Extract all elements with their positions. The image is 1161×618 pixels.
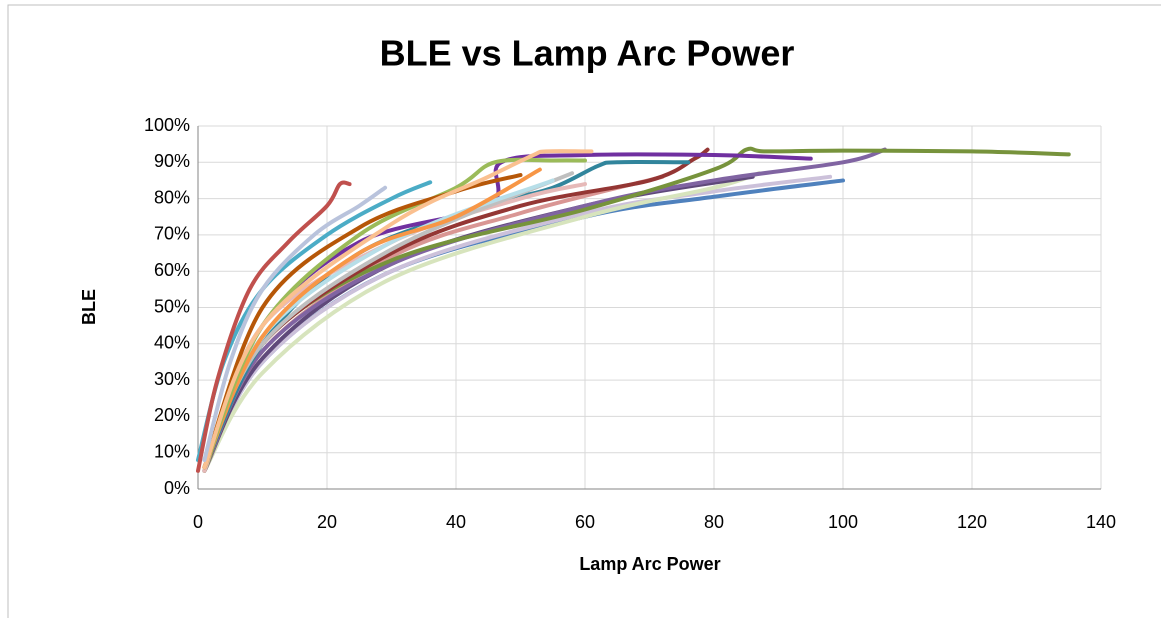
series-line [202,149,594,470]
series-line [202,174,833,473]
series-line [196,180,352,473]
y-tick-label: 10% [154,441,190,461]
y-tick-label: 40% [154,333,190,353]
y-tick-label: 90% [154,151,190,171]
series-line [202,171,762,473]
y-tick-label: 30% [154,369,190,389]
y-tick-label: 100% [144,115,190,135]
x-tick-label: 0 [193,512,203,532]
x-tick-label: 60 [575,512,595,532]
y-tick-label: 80% [154,187,190,207]
series-line [202,185,388,462]
y-tick-label: 70% [154,224,190,244]
series-line [202,174,755,473]
series-line [202,167,542,470]
x-tick-label: 140 [1086,512,1116,532]
y-tick-label: 0% [164,478,190,498]
y-tick-label: 20% [154,405,190,425]
y-axis-label: BLE [79,289,99,325]
x-tick-label: 100 [828,512,858,532]
y-tick-label: 60% [154,260,190,280]
x-axis-label: Lamp Arc Power [579,554,720,574]
x-tick-label: 20 [317,512,337,532]
chart-frame [7,4,1161,618]
chart-title: BLE vs Lamp Arc Power [380,33,795,74]
y-tick-label: 50% [154,296,190,316]
x-tick-label: 40 [446,512,466,532]
x-tick-label: 80 [704,512,724,532]
series-line [202,147,887,473]
series-line [196,180,433,462]
x-tick-label: 120 [957,512,987,532]
